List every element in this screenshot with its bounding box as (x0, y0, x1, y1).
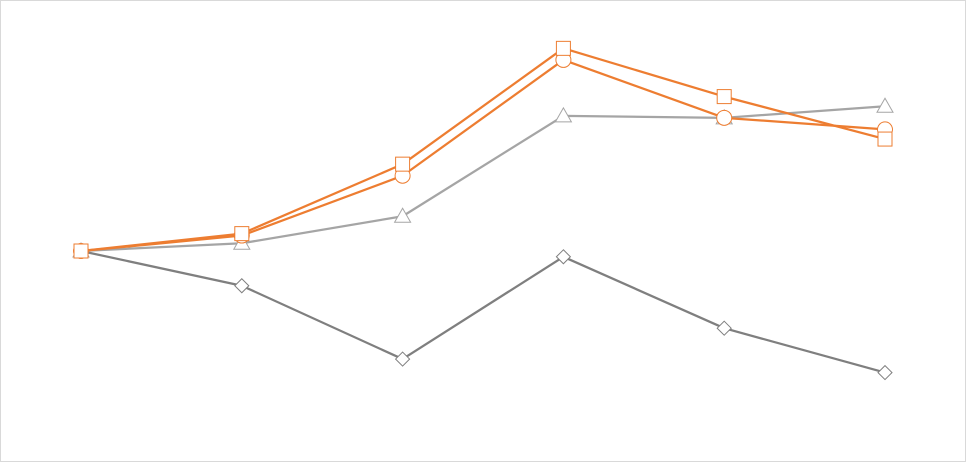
series-line-square (80, 47, 886, 253)
data-point-diamond (394, 351, 411, 367)
data-point-square (716, 89, 732, 105)
data-point-triangle (876, 97, 894, 113)
data-point-square (395, 156, 411, 172)
data-point-square (877, 131, 893, 147)
data-point-square (73, 243, 89, 259)
data-point-triangle (554, 106, 573, 123)
data-point-diamond (877, 364, 893, 381)
series-line-diamond (80, 249, 886, 374)
data-point-square (234, 226, 250, 242)
data-point-diamond (234, 278, 250, 294)
series-line-circle (80, 58, 886, 253)
data-point-circle (716, 109, 733, 126)
series-line-triangle (80, 105, 886, 253)
data-point-diamond (555, 249, 572, 265)
data-point-triangle (393, 207, 412, 223)
data-point-diamond (716, 320, 732, 336)
data-point-square (555, 40, 571, 56)
